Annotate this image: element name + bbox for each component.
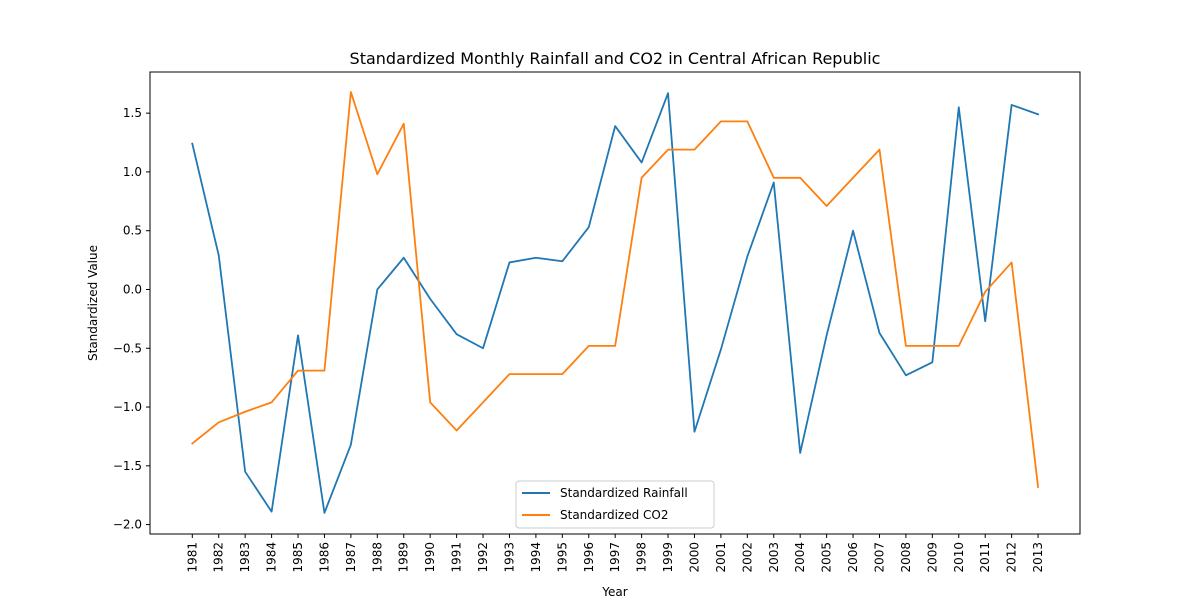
legend-label-rainfall: Standardized Rainfall (560, 486, 688, 500)
x-tick-label: 1991 (450, 542, 464, 573)
x-tick-label: 1985 (291, 542, 305, 573)
x-tick-label: 1988 (370, 542, 384, 573)
x-tick-label: 2012 (1005, 542, 1019, 573)
x-tick-label: 1992 (476, 542, 490, 573)
series-line-co2 (191, 91, 1040, 488)
y-tick-label: −1.5 (113, 459, 142, 473)
y-tick-label: −1.0 (113, 400, 142, 414)
legend: Standardized Rainfall Standardized CO2 (515, 480, 715, 529)
chart-title: Standardized Monthly Rainfall and CO2 in… (350, 49, 881, 68)
y-tick-label: 1.0 (123, 165, 142, 179)
y-tick-label: −0.5 (113, 341, 142, 355)
x-tick-label: 1986 (317, 542, 331, 573)
x-tick-label: 2009 (925, 542, 939, 573)
x-tick-label: 1983 (238, 542, 252, 573)
x-tick-label: 1981 (185, 542, 199, 573)
y-tick-label: 1.5 (123, 106, 142, 120)
x-axis-label: Year (601, 585, 627, 599)
legend-label-co2: Standardized CO2 (560, 508, 669, 522)
series-lines (191, 91, 1040, 514)
x-tick-label: 2000 (687, 542, 701, 573)
x-tick-label: 2010 (952, 542, 966, 573)
x-tick-label: 1987 (344, 542, 358, 573)
legend-box (515, 480, 715, 529)
y-tick-label: −2.0 (113, 518, 142, 532)
x-tick-label: 2008 (899, 542, 913, 573)
x-tick-label: 2007 (872, 542, 886, 573)
y-tick-label: 0.0 (123, 282, 142, 296)
x-tick-label: 1994 (529, 542, 543, 573)
x-tick-label: 1998 (635, 542, 649, 573)
x-tick-label: 2006 (846, 542, 860, 573)
x-tick-label: 1999 (661, 542, 675, 573)
x-tick-label: 1989 (397, 542, 411, 573)
series-line-rainfall (191, 92, 1040, 514)
x-tick-label: 1993 (502, 542, 516, 573)
y-axis: −2.0 −1.5 −1.0 −0.5 0.0 0.5 1.0 1.5 (113, 106, 150, 532)
x-tick-label: 2005 (820, 542, 834, 573)
x-tick-label: 2013 (1031, 542, 1045, 573)
y-tick-label: 0.5 (123, 224, 142, 238)
x-axis: 1981 1982 1983 1984 1985 1986 1987 1988 1989 1990… (185, 534, 1045, 573)
x-tick-label: 2004 (793, 542, 807, 573)
x-tick-label: 1996 (582, 542, 596, 573)
x-tick-label: 2003 (767, 542, 781, 573)
x-tick-label: 1990 (423, 542, 437, 573)
x-tick-label: 1995 (555, 542, 569, 573)
x-tick-label: 1984 (265, 542, 279, 573)
x-tick-label: 1997 (608, 542, 622, 573)
x-tick-label: 2001 (714, 542, 728, 573)
x-tick-label: 2011 (978, 542, 992, 573)
y-axis-label: Standardized Value (86, 245, 100, 361)
plot-area (149, 71, 1081, 535)
x-tick-label: 2002 (740, 542, 754, 573)
x-tick-label: 1982 (212, 542, 226, 573)
